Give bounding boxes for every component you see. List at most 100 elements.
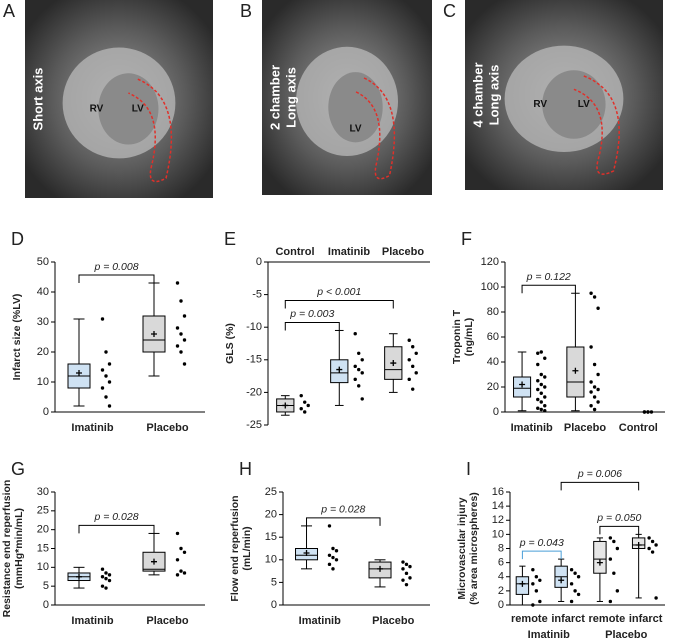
data-point [589, 404, 593, 408]
data-point [411, 364, 415, 369]
panel-letter: G [11, 459, 25, 479]
data-point [573, 589, 577, 593]
data-point [608, 536, 613, 540]
data-point [100, 575, 105, 579]
x-tick-label: remote [511, 613, 548, 625]
data-point [100, 368, 105, 372]
significance-bracket [599, 525, 640, 535]
data-point [414, 371, 418, 375]
data-point [650, 539, 655, 544]
data-point [576, 592, 581, 597]
data-point [104, 586, 108, 590]
data-point [569, 567, 574, 572]
y-tick-label: -5 [252, 289, 262, 301]
data-point [182, 550, 187, 554]
data-point [536, 379, 540, 383]
group-label: Placebo [605, 629, 647, 641]
data-point [608, 557, 613, 561]
mean-marker [635, 541, 642, 548]
data-point [596, 372, 600, 377]
y-tick-label: -15 [246, 354, 262, 366]
x-tick-label: Placebo [564, 422, 606, 434]
data-point [543, 375, 547, 379]
panel-letter: E [224, 229, 236, 249]
y-axis-label: (mL/min) [241, 526, 253, 570]
y-tick-label: 50 [37, 256, 49, 268]
data-point [360, 397, 364, 401]
data-point [303, 410, 307, 414]
significance-bracket [78, 274, 155, 283]
data-point [543, 409, 547, 413]
data-point [100, 584, 105, 588]
y-axis-label: GLS (%) [224, 323, 236, 364]
data-point [592, 385, 597, 389]
image-caption: Long axis [283, 67, 298, 128]
x-tick-label: Imatinib [71, 422, 113, 434]
y-tick-label: 0 [43, 406, 49, 418]
data-point [589, 291, 593, 295]
y-tick-label: 10 [265, 554, 277, 566]
y-tick-label: 6 [498, 557, 504, 569]
data-point [649, 410, 654, 414]
data-point [642, 410, 647, 414]
significance-bracket [284, 299, 394, 309]
data-point [576, 575, 581, 579]
y-tick-label: 10 [37, 376, 49, 388]
data-point [536, 351, 540, 355]
p-value: p = 0.008 [93, 261, 138, 273]
y-tick-label: 14 [492, 500, 504, 512]
data-point [589, 345, 593, 349]
mean-marker [303, 550, 310, 557]
data-point [569, 599, 574, 604]
box [593, 540, 607, 574]
y-tick-label: 12 [492, 514, 504, 526]
y-axis-label: Flow end reperfusion [229, 495, 241, 601]
data-point [107, 362, 112, 366]
data-point [589, 380, 593, 384]
data-point [327, 524, 332, 528]
data-point [407, 377, 411, 382]
mean-marker [151, 558, 157, 565]
data-point [107, 578, 112, 583]
y-tick-label: -25 [246, 419, 262, 431]
x-tick-label: Imatinib [328, 246, 370, 258]
mean-marker [519, 580, 526, 587]
mean-marker [76, 370, 82, 376]
y-tick-label: 20 [37, 524, 49, 536]
data-point [539, 400, 543, 404]
structure-label: LV [578, 99, 590, 110]
data-point [539, 407, 543, 412]
x-tick-label: Imatinib [511, 422, 553, 434]
data-point [299, 393, 303, 398]
data-point [327, 562, 332, 567]
data-point [353, 332, 357, 336]
image-caption: 4 chamber [470, 62, 485, 127]
data-point [104, 350, 108, 354]
data-point [360, 358, 364, 362]
data-point [592, 295, 597, 299]
y-tick-label: -20 [246, 386, 262, 398]
significance-bracket [521, 550, 562, 560]
y-tick-label: 5 [43, 580, 49, 592]
y-axis-label: Troponin T [451, 309, 463, 364]
panel-letter: A [3, 1, 15, 21]
x-tick-label: Imatinib [299, 615, 341, 627]
significance-bracket [306, 517, 381, 526]
data-point [104, 395, 108, 399]
data-point [543, 404, 547, 408]
y-tick-label: -10 [246, 321, 262, 333]
y-tick-label: 20 [265, 509, 277, 521]
mri-cavity [98, 73, 159, 145]
significance-bracket [284, 321, 340, 331]
data-point [596, 387, 600, 392]
data-point [334, 549, 339, 553]
data-point [543, 385, 547, 389]
y-tick-label: 10 [492, 528, 504, 540]
x-tick-label: Placebo [372, 615, 414, 627]
mean-marker [282, 402, 289, 409]
data-point [357, 367, 361, 372]
data-point [357, 351, 361, 355]
data-point [107, 380, 112, 384]
data-point [104, 576, 108, 581]
data-point [327, 553, 332, 557]
